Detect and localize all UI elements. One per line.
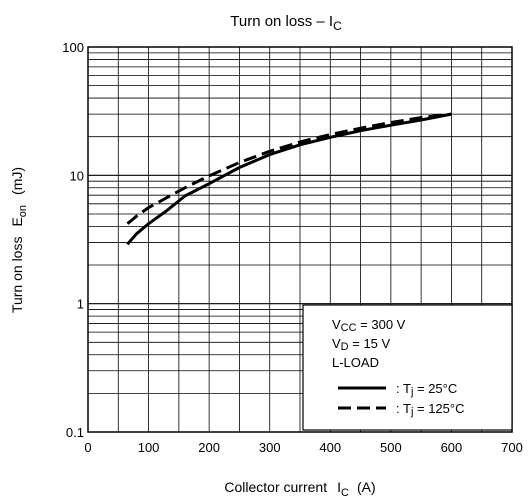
x-tick-label: 300 xyxy=(259,440,281,455)
plot-frame xyxy=(87,46,513,433)
legend: VCC = 300 V VD = 15 V L-LOAD : Tj = 25°C : T… xyxy=(302,304,513,431)
x-axis-label: Collector current IC (A) xyxy=(224,479,375,499)
x-tick-label: 500 xyxy=(380,440,402,455)
y-tick-label: 1 xyxy=(77,297,84,312)
tick-labels: 0 100 200 300 400 500 600 700 0.1 1 10 100 xyxy=(62,40,523,455)
chart-title: Turn on loss – IC xyxy=(230,13,342,33)
x-tick-label: 200 xyxy=(198,440,220,455)
y-tick-label: 100 xyxy=(62,40,84,55)
x-tick-label: 600 xyxy=(441,440,463,455)
legend-condition: VD = 15 V xyxy=(332,336,391,353)
legend-entry-label: : Tj = 125°C xyxy=(396,401,464,418)
legend-condition: VCC = 300 V xyxy=(332,317,406,334)
legend-box xyxy=(302,304,513,431)
series-line-tj-25c xyxy=(126,112,452,246)
y-tick-label: 0.1 xyxy=(66,425,84,440)
x-tick-label: 700 xyxy=(501,440,523,455)
y-tick-label: 10 xyxy=(70,168,84,183)
legend-entry-label: : Tj = 25°C xyxy=(396,381,457,398)
y-axis-label: Turn on lossEon(mJ) xyxy=(9,167,29,313)
series-line-tj-125c xyxy=(126,112,452,225)
x-tick-label: 100 xyxy=(138,440,160,455)
series-layer xyxy=(126,112,452,246)
x-tick-label: 400 xyxy=(319,440,341,455)
x-tick-label: 0 xyxy=(84,440,91,455)
legend-condition: L-LOAD xyxy=(332,355,379,370)
